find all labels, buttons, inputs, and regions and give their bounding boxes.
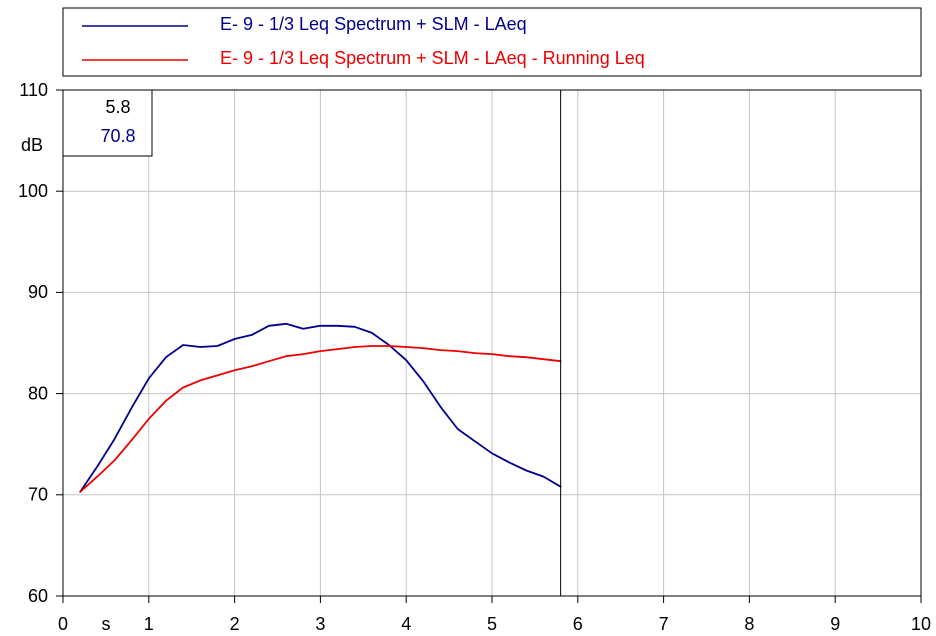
y-tick-label: 90 [28, 282, 48, 302]
x-tick-label: 1 [144, 614, 154, 634]
x-tick-label: 9 [830, 614, 840, 634]
y-tick-label: 80 [28, 383, 48, 403]
x-tick-label: 2 [230, 614, 240, 634]
x-tick-label: 8 [744, 614, 754, 634]
x-tick-label: 6 [573, 614, 583, 634]
series-layer [79, 322, 562, 493]
x-tick-label: 7 [659, 614, 669, 634]
legend-box [62, 7, 922, 77]
grid [63, 90, 921, 596]
y-unit-label: dB [21, 135, 43, 155]
axis-ticks: 0 1 2 3 4 5 6 7 8 9 10 60 70 80 90 100 110 [18, 80, 931, 634]
legend: E- 9 - 1/3 Leq Spectrum + SLM - LAeq E- … [62, 7, 922, 77]
legend-label-laeq: E- 9 - 1/3 Leq Spectrum + SLM - LAeq [220, 14, 527, 34]
y-tick-label: 100 [18, 181, 48, 201]
legend-label-running-leq: E- 9 - 1/3 Leq Spectrum + SLM - LAeq - R… [220, 48, 645, 68]
x-tick-label: 5 [487, 614, 497, 634]
series-line-running-leq [79, 345, 562, 493]
y-tick-label: 60 [28, 586, 48, 606]
cursor-readout: 5.8 70.8 [62, 89, 153, 157]
cursor-readout-box [62, 89, 153, 157]
x-tick-label: 4 [401, 614, 411, 634]
y-tick-label: 70 [28, 485, 48, 505]
x-tick-label: 0 [58, 614, 68, 634]
cursor-x-value: 5.8 [105, 97, 130, 117]
x-unit-label: s [102, 614, 111, 634]
series-line-laeq [79, 322, 562, 493]
cursor-y-value: 70.8 [100, 126, 135, 146]
x-tick-label: 10 [911, 614, 931, 634]
y-tick-label: 110 [19, 80, 48, 100]
x-tick-label: 3 [315, 614, 325, 634]
